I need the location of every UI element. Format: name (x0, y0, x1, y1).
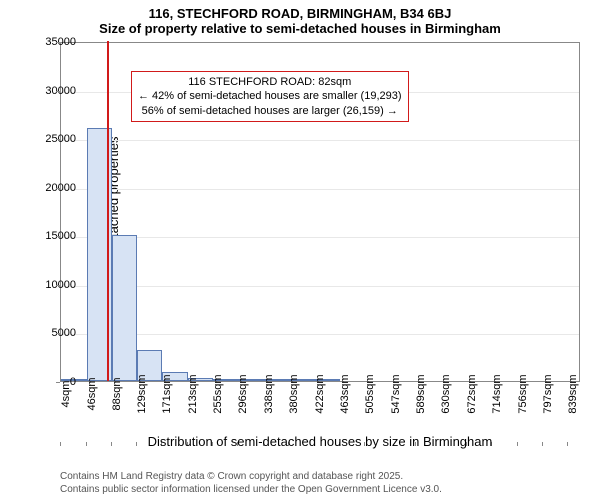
chart-area: Number of semi-detached properties 116 S… (0, 42, 600, 442)
gridline (61, 189, 579, 190)
gridline (61, 140, 579, 141)
footer-line1: Contains HM Land Registry data © Crown c… (60, 470, 442, 483)
gridline (61, 286, 579, 287)
x-tick-label: 839sqm (567, 374, 600, 413)
y-tick-mark (56, 333, 60, 334)
y-tick-mark (56, 188, 60, 189)
chart-title-line2: Size of property relative to semi-detach… (0, 21, 600, 36)
y-tick-mark (56, 236, 60, 237)
annotation-line: ← 42% of semi-detached houses are smalle… (138, 89, 402, 103)
histogram-bar (112, 235, 137, 381)
y-tick-mark (56, 42, 60, 43)
gridline (61, 237, 579, 238)
y-tick-mark (56, 91, 60, 92)
annotation-box: 116 STECHFORD ROAD: 82sqm← 42% of semi-d… (131, 71, 409, 122)
marker-line (107, 41, 109, 381)
y-tick-mark (56, 285, 60, 286)
footer-line2: Contains public sector information licen… (60, 483, 442, 496)
chart-title-line1: 116, STECHFORD ROAD, BIRMINGHAM, B34 6BJ (0, 6, 600, 21)
footer-attribution: Contains HM Land Registry data © Crown c… (60, 470, 442, 496)
annotation-line: 116 STECHFORD ROAD: 82sqm (138, 75, 402, 89)
x-axis-label: Distribution of semi-detached houses by … (60, 434, 580, 449)
y-tick-mark (56, 139, 60, 140)
plot-area: 116 STECHFORD ROAD: 82sqm← 42% of semi-d… (60, 42, 580, 382)
gridline (61, 334, 579, 335)
annotation-line: 56% of semi-detached houses are larger (… (138, 104, 402, 118)
